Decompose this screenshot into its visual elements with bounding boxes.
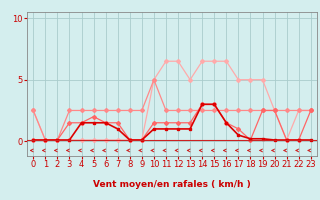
X-axis label: Vent moyen/en rafales ( km/h ): Vent moyen/en rafales ( km/h ) xyxy=(93,180,251,189)
